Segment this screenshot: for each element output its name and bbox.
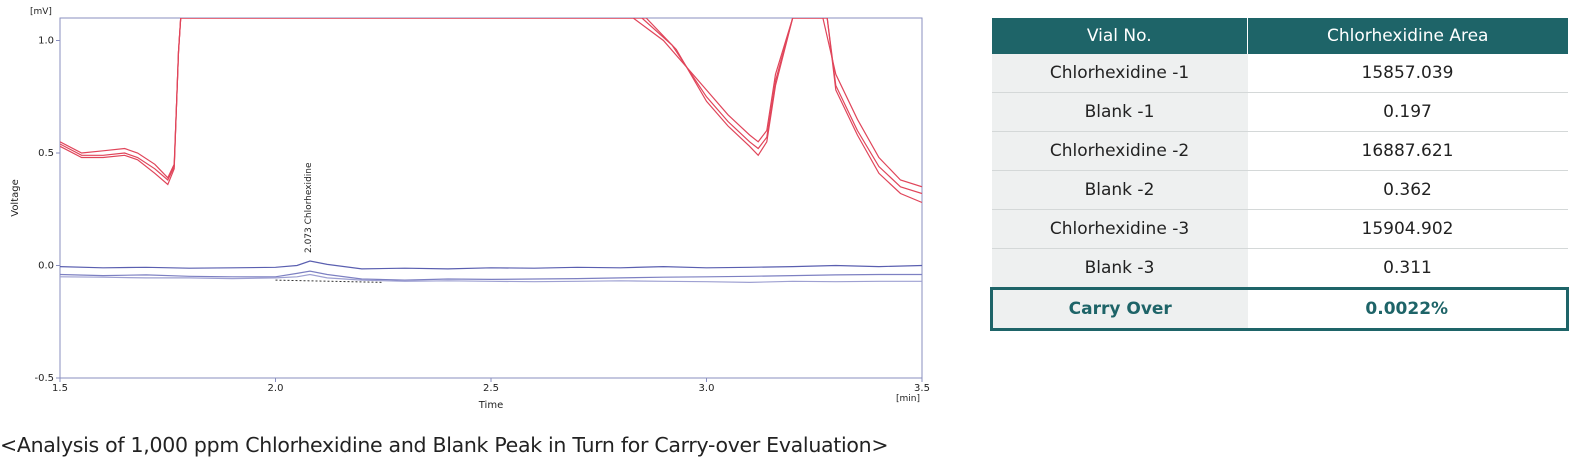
chromatogram-svg: 1.5 2.0 2.5 3.0 3.5 -0.5 0.0 0.5 1.0 [mV] [min] Tim… xyxy=(10,7,930,411)
y-tick-label: 1.0 xyxy=(38,36,54,47)
carry-over-table: Vial No. Chlorhexidine Area Chlorhexidin… xyxy=(990,18,1569,331)
vial-cell: Chlorhexidine -2 xyxy=(991,131,1248,171)
header-chlorhexidine-area: Chlorhexidine Area xyxy=(1247,18,1568,54)
peak-label: 2.073 Chlorhexidine xyxy=(304,162,314,253)
vial-cell: Chlorhexidine -3 xyxy=(991,209,1248,249)
area-cell: 15904.902 xyxy=(1247,209,1568,249)
area-cell: 15857.039 xyxy=(1247,54,1568,93)
area-cell: 0.311 xyxy=(1247,248,1568,289)
carry-over-value: 0.0022% xyxy=(1247,287,1569,331)
table-row: Blank -1 0.197 xyxy=(991,92,1568,132)
blank-trace-line xyxy=(60,270,922,281)
carry-over-label: Carry Over xyxy=(990,287,1248,331)
table-row: Chlorhexidine -1 15857.039 xyxy=(991,54,1568,93)
y-unit-label: [mV] xyxy=(30,7,52,17)
area-cell: 16887.621 xyxy=(1247,131,1568,171)
blank-trace-line xyxy=(60,260,922,270)
table-row: Blank -3 0.311 xyxy=(991,248,1568,289)
y-axis-title: Voltage xyxy=(10,179,21,217)
x-axis-title: Time xyxy=(478,400,503,411)
table-row: Chlorhexidine -2 16887.621 xyxy=(991,131,1568,171)
sample-trace-line xyxy=(60,18,922,195)
y-tick-label: 0.5 xyxy=(38,148,54,159)
blank-trace-line xyxy=(60,273,922,284)
x-tick-label: 3.0 xyxy=(699,383,715,394)
chromatogram-chart: 1.5 2.0 2.5 3.0 3.5 -0.5 0.0 0.5 1.0 [mV] [min] Tim… xyxy=(10,7,930,411)
vial-cell: Blank -3 xyxy=(991,248,1248,289)
carry-over-row: Carry Over 0.0022% xyxy=(990,287,1569,331)
y-tick-label: -0.5 xyxy=(34,373,54,384)
table-row: Blank -2 0.362 xyxy=(991,170,1568,210)
integration-baseline xyxy=(275,279,384,283)
area-cell: 0.362 xyxy=(1247,170,1568,210)
vial-cell: Blank -1 xyxy=(991,92,1248,132)
header-vial-no: Vial No. xyxy=(991,18,1248,54)
y-tick-label: 0.0 xyxy=(38,261,54,272)
figure-caption: <Analysis of 1,000 ppm Chlorhexidine and… xyxy=(0,433,889,457)
table-header-row: Vial No. Chlorhexidine Area xyxy=(991,18,1568,54)
x-unit-label: [min] xyxy=(896,394,920,404)
vial-cell: Blank -2 xyxy=(991,170,1248,210)
x-tick-label: 2.0 xyxy=(268,383,284,394)
sample-trace-line xyxy=(60,18,922,188)
area-cell: 0.197 xyxy=(1247,92,1568,132)
plot-frame xyxy=(59,17,923,379)
table-row: Chlorhexidine -3 15904.902 xyxy=(991,209,1568,249)
x-tick-label: 1.5 xyxy=(52,383,68,394)
x-tick-label: 2.5 xyxy=(483,383,499,394)
sample-trace-line xyxy=(60,18,922,204)
vial-cell: Chlorhexidine -1 xyxy=(991,54,1248,93)
x-tick-label: 3.5 xyxy=(914,383,930,394)
